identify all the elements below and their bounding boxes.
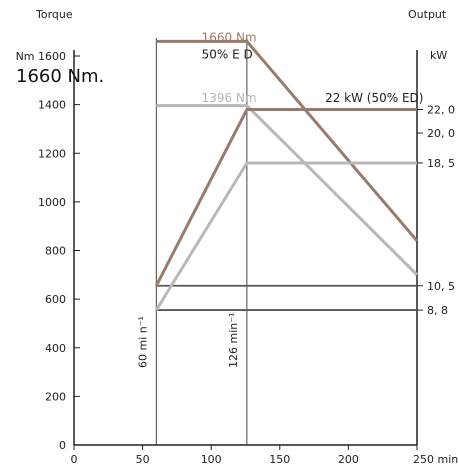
annotation-0: 1660 Nm xyxy=(202,30,257,44)
y-tick-label-4: 800 xyxy=(45,245,66,258)
vertical-marker-label-1: 126 min⁻¹ xyxy=(227,313,240,368)
right-tick-label-4: 8, 8 xyxy=(427,304,448,317)
x-tick-label-2: 100 xyxy=(201,453,222,466)
vertical-marker-lines: 60 mi n⁻¹ 126 min⁻¹ xyxy=(136,38,248,445)
y-tick-label-7: 1400 xyxy=(38,99,66,112)
series-line-3 xyxy=(155,161,417,311)
right-axis-unit: kW xyxy=(430,49,447,62)
y-tick-label-1: 200 xyxy=(45,390,66,403)
series-lines xyxy=(154,39,419,311)
axes xyxy=(73,50,418,446)
right-axis-title: Output xyxy=(408,8,447,21)
tick-labels: 0 50 100 150 200 250 min⁻¹ 0 200 400 600 800 1000 12… xyxy=(16,50,459,466)
annotation-1: 50% E D xyxy=(202,47,253,61)
y-tick-label-8: Nm 1600 xyxy=(16,50,66,63)
left-axis-title: Torque xyxy=(35,8,73,21)
reference-lines xyxy=(156,284,417,311)
x-tick-label-3: 150 xyxy=(269,453,290,466)
series-line-0 xyxy=(156,39,419,242)
annotation-3: 22 kW (50% ED) xyxy=(325,91,423,105)
series-line-2 xyxy=(154,108,417,287)
series-line-1 xyxy=(156,104,419,276)
annotation-2: 1396 Nm xyxy=(202,91,257,105)
y-tick-label-2: 400 xyxy=(45,342,66,355)
y-tick-label-5: 1000 xyxy=(38,196,66,209)
right-tick-label-3: 10, 5 xyxy=(427,280,455,293)
y-tick-label-3: 600 xyxy=(45,293,66,306)
overlay-text: 1660 Nm. xyxy=(16,66,104,87)
y-tick-label-0: 0 xyxy=(59,439,66,452)
annotations: 1660 Nm 50% E D 1396 Nm 22 kW (50% ED) xyxy=(202,30,424,105)
x-tick-label-4: 200 xyxy=(338,453,359,466)
x-tick-label-0: 0 xyxy=(71,453,78,466)
x-tick-label-1: 50 xyxy=(136,453,150,466)
y-tick-label-6: 1200 xyxy=(38,147,66,160)
right-tick-label-1: 20, 0 xyxy=(427,127,455,140)
vertical-marker-label-0: 60 mi n⁻¹ xyxy=(136,316,149,368)
x-tick-label-5: 250 min⁻¹ xyxy=(413,453,459,466)
right-tick-label-0: 22, 0 xyxy=(427,103,455,116)
right-tick-label-2: 18, 5 xyxy=(427,157,455,170)
